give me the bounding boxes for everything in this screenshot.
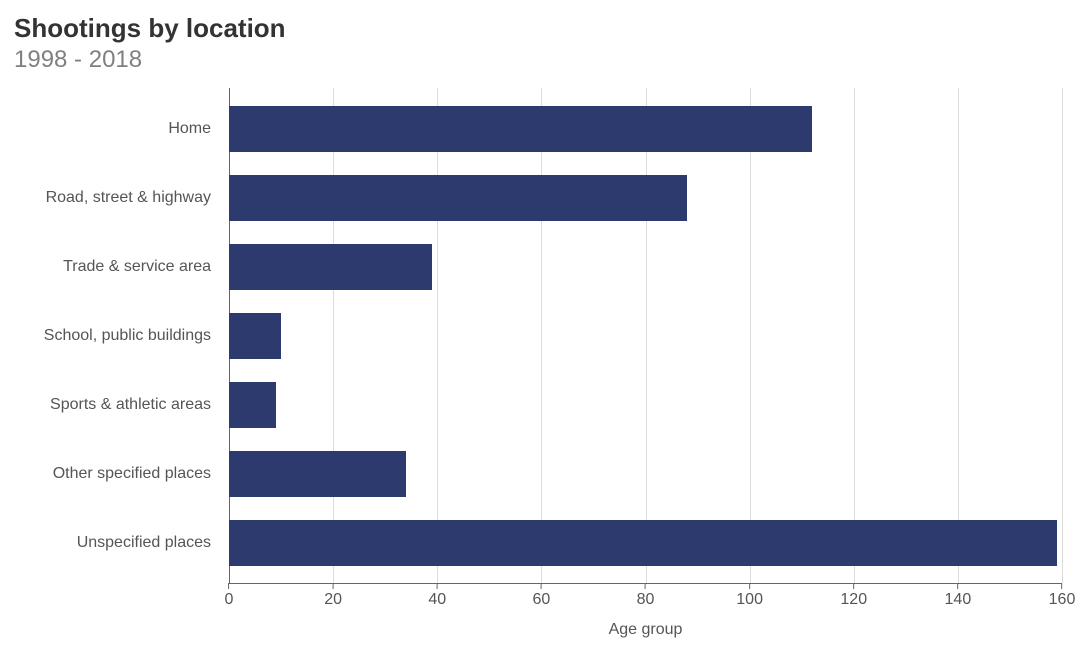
x-tick: 120 <box>840 583 867 609</box>
x-tick: 20 <box>324 583 342 609</box>
x-tick: 80 <box>637 583 655 609</box>
plot-area <box>229 88 1062 583</box>
bar-row <box>229 173 1062 223</box>
x-tick: 100 <box>736 583 763 609</box>
x-tick: 140 <box>945 583 972 609</box>
y-label: Other specified places <box>14 449 219 499</box>
y-axis-labels: Home Road, street & highway Trade & serv… <box>14 88 219 583</box>
bars-group <box>229 88 1062 583</box>
y-label: Unspecified places <box>14 518 219 568</box>
bar <box>229 313 281 359</box>
x-tick: 0 <box>225 583 234 609</box>
bar-row <box>229 242 1062 292</box>
x-axis-label: Age group <box>229 621 1062 639</box>
x-tick: 160 <box>1049 583 1076 609</box>
chart-title: Shootings by location <box>14 14 1062 44</box>
x-tick: 40 <box>428 583 446 609</box>
bar <box>229 520 1057 566</box>
bar-row <box>229 449 1062 499</box>
y-label: Road, street & highway <box>14 173 219 223</box>
chart-container: Shootings by location 1998 - 2018 Home R… <box>0 0 1080 653</box>
bar <box>229 106 812 152</box>
bar-row <box>229 311 1062 361</box>
bar <box>229 175 687 221</box>
bar <box>229 244 432 290</box>
chart-area: Home Road, street & highway Trade & serv… <box>14 88 1062 639</box>
chart-subtitle: 1998 - 2018 <box>14 46 1062 74</box>
y-label: Home <box>14 104 219 154</box>
bar-row <box>229 104 1062 154</box>
y-label: School, public buildings <box>14 311 219 361</box>
gridline <box>1062 88 1063 583</box>
bar-row <box>229 380 1062 430</box>
bar <box>229 382 276 428</box>
x-axis: 020406080100120140160 Age group <box>229 583 1062 639</box>
bar-row <box>229 518 1062 568</box>
y-label: Sports & athletic areas <box>14 380 219 430</box>
bar <box>229 451 406 497</box>
y-label: Trade & service area <box>14 242 219 292</box>
x-tick: 60 <box>532 583 550 609</box>
